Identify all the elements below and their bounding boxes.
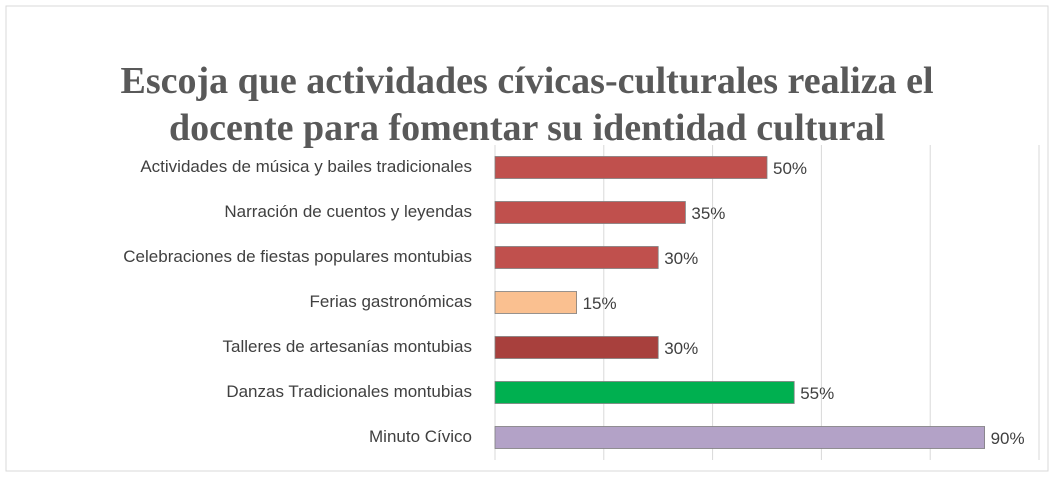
data-label: 35% (691, 204, 725, 223)
y-tick-label: Talleres de artesanías montubias (223, 337, 472, 356)
chart-title: Escoja que actividades cívicas-culturale… (120, 60, 934, 149)
bar (494, 156, 768, 179)
y-tick-label: Danzas Tradicionales montubias (226, 382, 472, 401)
data-label: 90% (991, 429, 1025, 448)
y-tick-label: Actividades de música y bailes tradicion… (140, 157, 472, 176)
bar (494, 336, 659, 359)
bar (494, 426, 986, 449)
y-tick-label: Celebraciones de fiestas populares montu… (123, 247, 472, 266)
bar (494, 246, 659, 269)
bar (494, 381, 795, 404)
data-label: 55% (800, 384, 834, 403)
bar (494, 201, 686, 224)
data-label: 30% (664, 249, 698, 268)
chart-border (5, 5, 1049, 472)
y-tick-label: Narración de cuentos y leyendas (224, 202, 472, 221)
data-label: 30% (664, 339, 698, 358)
bar (494, 291, 577, 314)
data-label: 15% (583, 294, 617, 313)
data-label: 50% (773, 159, 807, 178)
y-tick-label: Ferias gastronómicas (309, 292, 472, 311)
y-tick-label: Minuto Cívico (369, 427, 472, 446)
